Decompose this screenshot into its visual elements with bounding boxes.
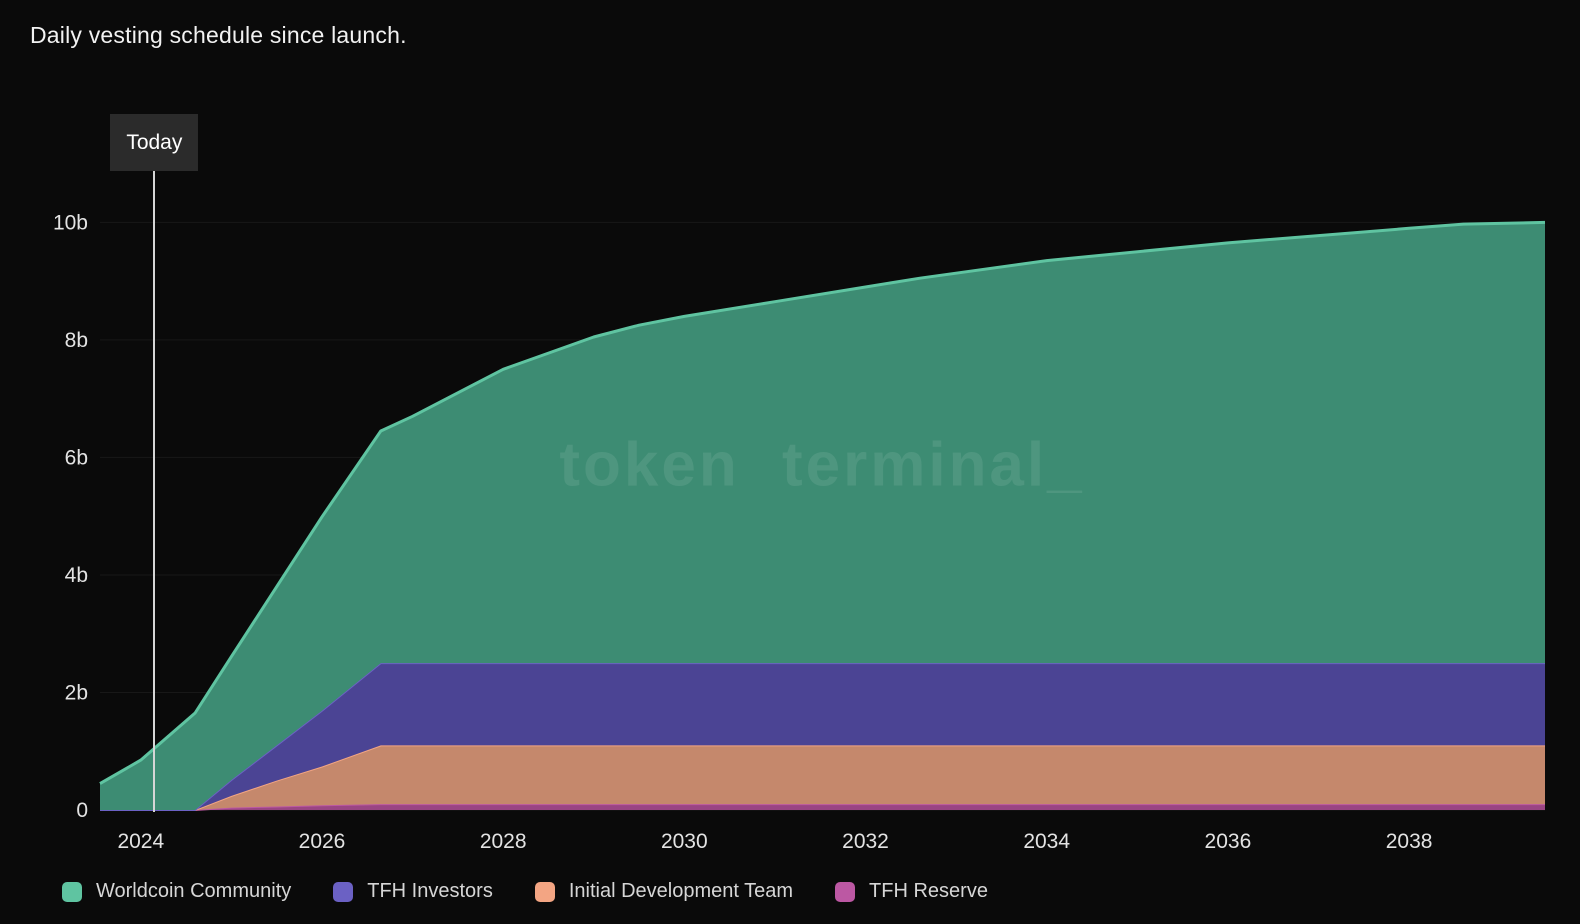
x-tick-label: 2036	[1205, 830, 1252, 853]
legend-label: TFH Investors	[367, 880, 493, 902]
x-tick-label: 2034	[1023, 830, 1070, 853]
x-tick-label: 2030	[661, 830, 708, 853]
legend-swatch-worldcoin-community	[62, 881, 82, 902]
legend-swatch-initial-development-team	[534, 881, 555, 902]
today-marker-label: Today	[110, 114, 199, 171]
area-tfh-investors[interactable]	[100, 663, 1545, 810]
legend: Worldcoin Community TFH Investors Initial …	[62, 880, 988, 903]
today-marker-line	[153, 118, 156, 812]
legend-item-tfh-reserve[interactable]: TFH Reserve	[835, 880, 988, 903]
y-tick-label: 10b	[53, 211, 88, 234]
x-tick-label: 2026	[299, 830, 346, 853]
legend-label: Initial Development Team	[568, 880, 794, 902]
area-initial-development-team[interactable]	[100, 745, 1545, 810]
y-tick-label: 6b	[65, 446, 88, 469]
x-tick-label: 2032	[842, 830, 889, 853]
vesting-area-chart[interactable]: 0 2b 4b 6b 8b 10b 2024 2026 2028 2030 2032 2034 2036…	[0, 0, 1580, 870]
x-tick-label: 2038	[1386, 830, 1433, 853]
legend-item-worldcoin-community[interactable]: Worldcoin Community	[62, 880, 291, 903]
y-tick-label: 8b	[65, 329, 88, 352]
legend-swatch-tfh-investors	[333, 881, 354, 902]
legend-item-initial-development-team[interactable]: Initial Development Team	[534, 880, 794, 903]
y-tick-label: 0	[76, 799, 88, 822]
y-tick-label: 2b	[65, 682, 88, 705]
x-tick-label: 2028	[480, 830, 527, 853]
legend-label: Worldcoin Community	[96, 880, 292, 902]
legend-swatch-tfh-reserve	[835, 881, 856, 902]
line-worldcoin-community	[99, 220, 1546, 785]
legend-item-tfh-investors[interactable]: TFH Investors	[333, 880, 493, 903]
chart-title: Daily vesting schedule since launch.	[30, 22, 407, 48]
area-worldcoin-community[interactable]	[100, 222, 1545, 810]
y-tick-label: 4b	[65, 564, 88, 587]
area-tfh-reserve[interactable]	[100, 804, 1545, 810]
legend-label: TFH Reserve	[869, 880, 988, 902]
x-tick-label: 2024	[117, 830, 164, 853]
